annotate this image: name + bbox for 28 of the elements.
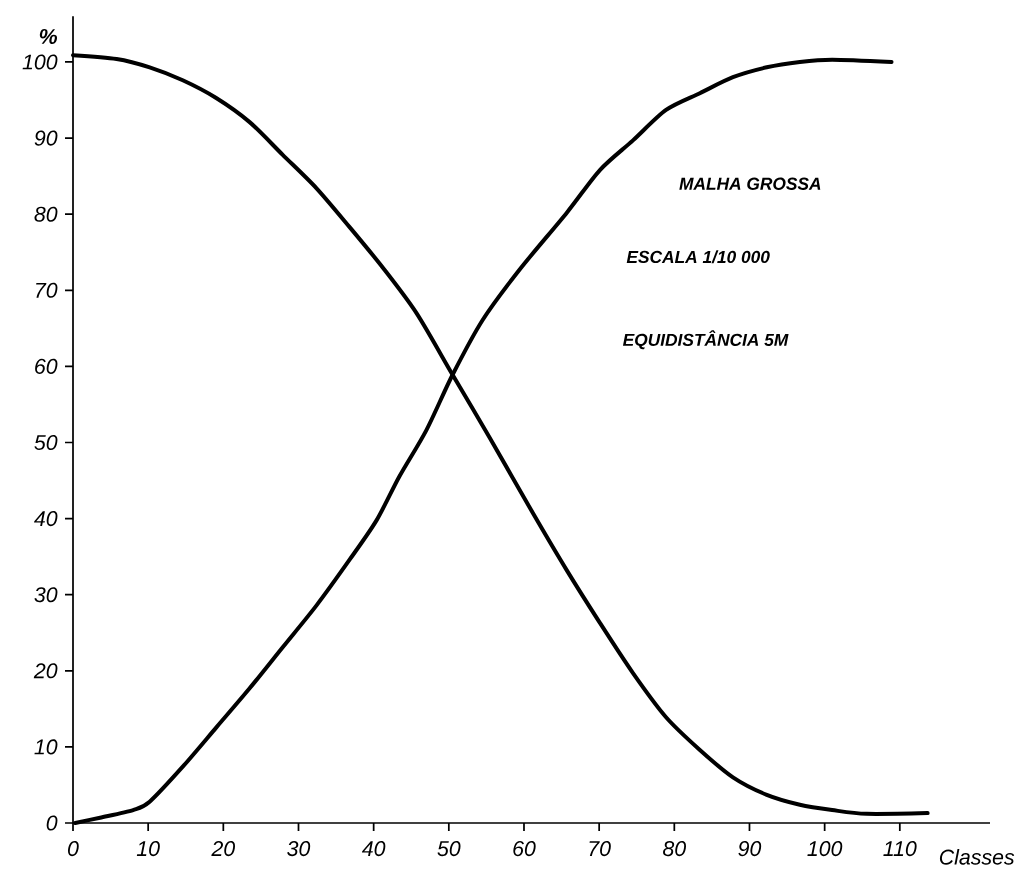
y-tick-label: 60 xyxy=(35,358,58,374)
x-axis-title: Classes xyxy=(939,849,1015,865)
x-tick-label: 30 xyxy=(287,841,311,857)
x-tick-label: 10 xyxy=(136,841,160,857)
x-tick-label: 60 xyxy=(513,841,536,857)
y-tick-label: 30 xyxy=(34,587,58,603)
y-tick-label: 50 xyxy=(34,434,58,451)
y-axis-title: % xyxy=(39,29,58,44)
y-tick-label: 90 xyxy=(34,130,58,146)
x-tick-label: 50 xyxy=(437,841,461,857)
annotation: EQUIDISTÂNCIA 5M xyxy=(622,330,789,350)
x-tick-label: 40 xyxy=(361,841,386,857)
y-tick-label: 40 xyxy=(34,511,58,527)
x-tick-label: 0 xyxy=(67,841,79,857)
y-tick-label: 70 xyxy=(36,282,58,298)
y-tick-label: 20 xyxy=(33,663,58,679)
annotation: ESCALA 1/10 000 xyxy=(626,250,770,264)
y-tick-label: 10 xyxy=(34,739,58,755)
x-tick-label: 110 xyxy=(883,841,917,857)
y-tick-label: 80 xyxy=(34,206,58,222)
y-tick-label: 100 xyxy=(22,54,58,70)
y-tick-label: 0 xyxy=(46,815,58,831)
x-tick-label: 90 xyxy=(738,841,762,857)
annotation: MALHA GROSSA xyxy=(679,177,821,190)
x-tick-label: 20 xyxy=(211,841,236,857)
x-tick-label: 100 xyxy=(807,841,843,857)
x-tick-label: 70 xyxy=(589,841,611,857)
x-tick-label: 80 xyxy=(663,841,686,857)
